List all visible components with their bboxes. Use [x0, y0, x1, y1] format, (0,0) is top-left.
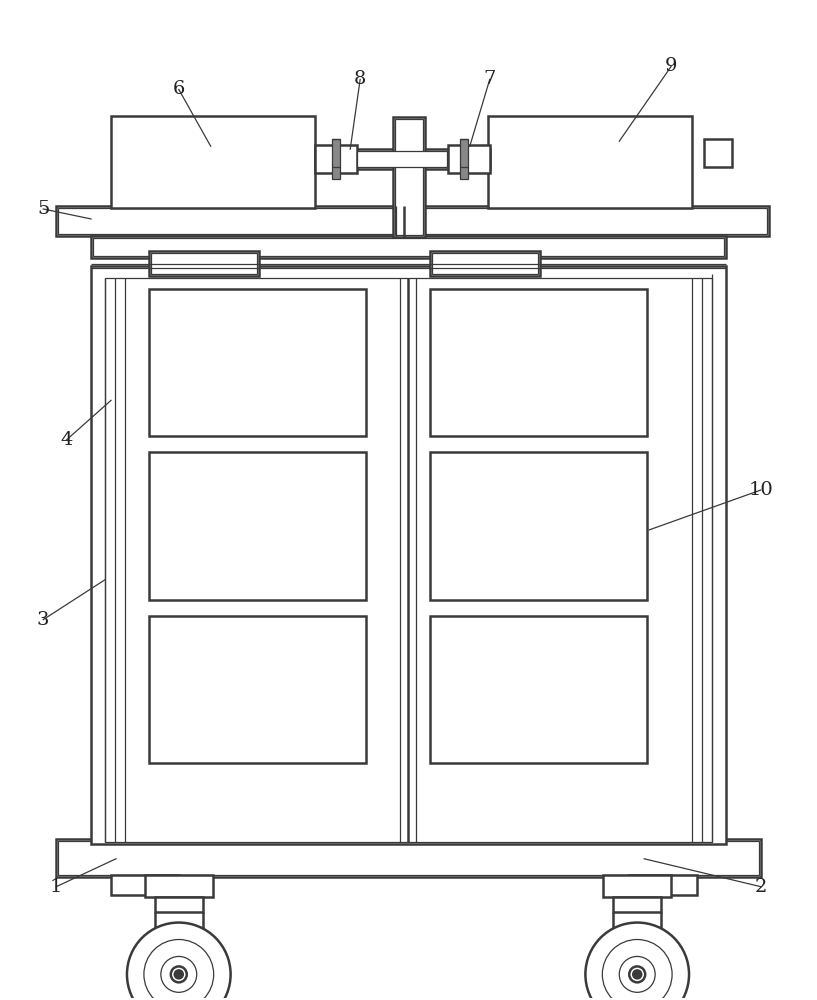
Text: 5: 5 [37, 200, 50, 218]
Bar [56, 839, 761, 877]
Circle shape [127, 923, 230, 1000]
Circle shape [161, 956, 197, 992]
Bar [488, 116, 692, 208]
Bar [357, 151, 447, 167]
Circle shape [175, 970, 183, 978]
Circle shape [171, 966, 187, 982]
Bar [614, 927, 661, 935]
Bar [145, 875, 212, 897]
Bar [149, 616, 366, 763]
Text: 9: 9 [665, 57, 677, 75]
Circle shape [619, 956, 655, 992]
Bar [448, 145, 489, 173]
Bar [155, 897, 203, 912]
Text: 6: 6 [172, 80, 185, 98]
Text: 10: 10 [748, 481, 773, 499]
Text: 3: 3 [37, 611, 50, 629]
Bar [149, 452, 366, 600]
Circle shape [629, 966, 645, 982]
Bar [629, 875, 697, 895]
Bar [704, 139, 732, 167]
Circle shape [586, 923, 689, 1000]
Bar [430, 251, 539, 276]
Bar [315, 149, 489, 169]
Bar [149, 289, 366, 436]
Bar [603, 875, 671, 897]
Bar [460, 139, 468, 179]
Bar [58, 841, 759, 875]
Bar [91, 236, 726, 258]
Bar [432, 253, 538, 274]
Bar [393, 117, 425, 237]
Bar [93, 238, 724, 256]
Bar [149, 251, 258, 276]
Bar [111, 875, 179, 895]
Text: 2: 2 [755, 878, 767, 896]
Bar [614, 897, 661, 912]
Bar [58, 208, 767, 234]
Circle shape [633, 970, 641, 978]
Text: 7: 7 [484, 70, 496, 88]
Bar [111, 116, 315, 208]
Bar [155, 927, 203, 935]
Bar [430, 452, 647, 600]
Bar [91, 266, 726, 844]
Text: 4: 4 [60, 431, 73, 449]
Bar [430, 616, 647, 763]
Bar [395, 119, 423, 235]
Bar [333, 139, 340, 179]
Text: 8: 8 [354, 70, 366, 88]
Bar [315, 145, 357, 173]
Bar [151, 253, 257, 274]
Bar [105, 278, 712, 842]
Circle shape [144, 940, 214, 1000]
Bar [430, 289, 647, 436]
Text: 1: 1 [50, 878, 62, 896]
Bar [56, 206, 769, 236]
Circle shape [602, 940, 672, 1000]
